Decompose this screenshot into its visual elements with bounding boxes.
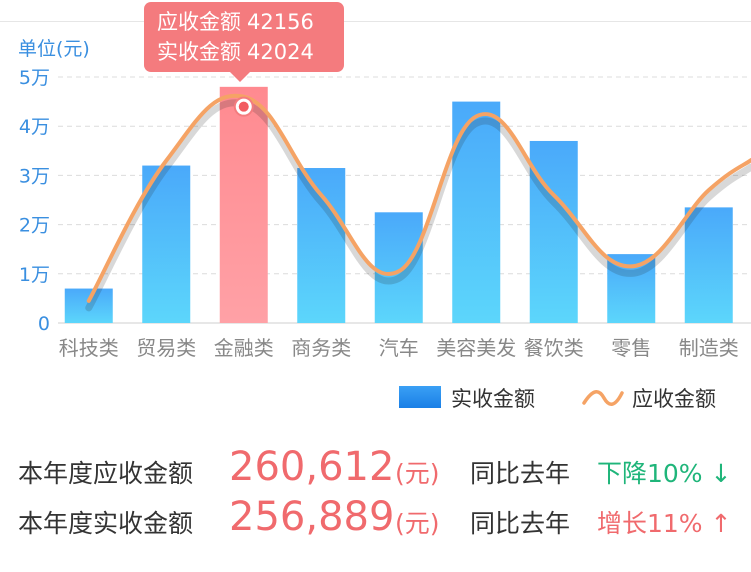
legend-bar-swatch (399, 386, 441, 408)
receivable-change: 下降10% ↓ (597, 459, 732, 488)
actual-label: 本年度实收金额 (18, 509, 194, 538)
x-tick-label: 美容美发 (436, 336, 516, 360)
legend-bar-label: 实收金额 (451, 387, 535, 411)
receivable-label: 本年度应收金额 (18, 459, 194, 488)
highlight-marker-dot (238, 101, 249, 112)
x-tick-label: 金融类 (214, 336, 274, 360)
receivable-value: 260,612 (229, 444, 395, 490)
x-tick-label: 汽车 (379, 336, 419, 360)
tooltip-row1-label: 应收金额 (157, 10, 241, 34)
bar-金融类[interactable] (219, 86, 268, 323)
tooltip-row2-value: 42024 (247, 40, 314, 64)
y-tick-label: 2万 (19, 215, 50, 237)
receivable-compare-label: 同比去年 (470, 459, 571, 488)
bar-科技类[interactable] (64, 288, 113, 323)
bar-商务类[interactable] (297, 168, 346, 323)
receivable-unit: (元) (395, 459, 440, 488)
y-tick-label: 3万 (19, 165, 50, 187)
bar-汽车[interactable] (374, 212, 423, 323)
bar-贸易类[interactable] (142, 165, 191, 323)
y-tick-label: 4万 (19, 116, 50, 138)
bar-line-chart: 0 1万 2万 3万 4万 5万 科技类 贸易类 金融类 商务类 汽车 美容美发 餐饮类 零售 制造类 (19, 67, 751, 360)
actual-change: 增长11% ↑ (597, 509, 732, 538)
x-tick-label: 科技类 (59, 336, 119, 360)
y-tick-label: 1万 (19, 264, 50, 286)
line-series-应收金额 (86, 93, 751, 303)
actual-compare-label: 同比去年 (470, 509, 571, 538)
x-tick-label: 贸易类 (136, 336, 196, 360)
actual-value: 256,889 (229, 494, 395, 540)
line-shadow (85, 99, 751, 312)
actual-unit: (元) (395, 509, 440, 538)
tooltip-row1-value: 42156 (247, 10, 314, 34)
unit-label: 单位(元) (18, 38, 90, 60)
bar-餐饮类[interactable] (529, 140, 578, 323)
x-tick-label: 商务类 (291, 336, 351, 360)
chart-tooltip: 应收金额 42156 实收金额 42024 (144, 2, 344, 82)
x-tick-label: 制造类 (679, 336, 739, 360)
tooltip-row2-label: 实收金额 (157, 40, 241, 64)
y-tick-label: 5万 (19, 67, 50, 89)
y-tick-label: 0 (38, 313, 50, 335)
top-divider (0, 21, 751, 22)
x-tick-label: 零售 (611, 336, 651, 360)
legend-line-swatch (582, 390, 624, 406)
bar-制造类[interactable] (684, 207, 733, 323)
x-tick-label: 餐饮类 (524, 336, 584, 360)
legend-line-label: 应收金额 (632, 387, 716, 411)
